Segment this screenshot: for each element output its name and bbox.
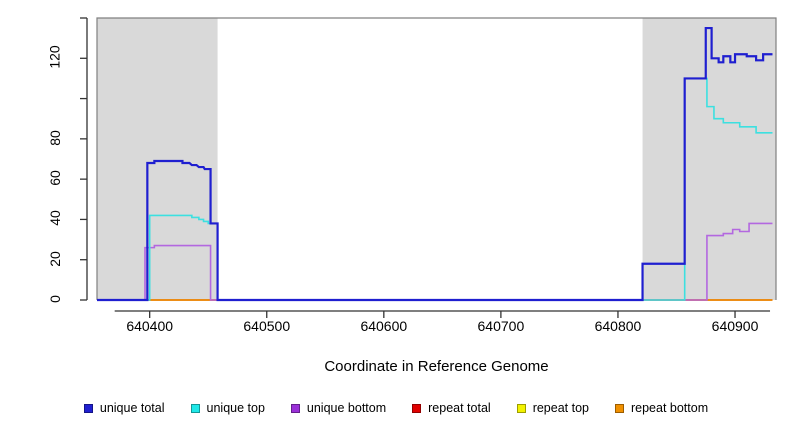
legend-item[interactable]: repeat top xyxy=(516,401,589,415)
legend-item[interactable]: unique bottom xyxy=(290,401,387,415)
legend-label: repeat top xyxy=(532,401,589,415)
repeat-region-left xyxy=(97,18,218,300)
repeat-region-right xyxy=(642,18,776,300)
y-tick-label: 40 xyxy=(46,210,63,227)
axes-group xyxy=(80,17,777,318)
legend-label: unique bottom xyxy=(306,401,387,415)
y-tick-label: 80 xyxy=(46,130,63,146)
x-tick-label: 640500 xyxy=(243,318,291,334)
x-tick-label: 640800 xyxy=(594,318,642,334)
y-tick-label: 20 xyxy=(46,250,63,267)
series-lines-group xyxy=(97,26,773,302)
y-tick-label: 0 xyxy=(46,295,63,303)
x-axis-title: Coordinate in Reference Genome xyxy=(324,358,549,375)
series-line-unique-total xyxy=(97,26,773,302)
legend-label: repeat bottom xyxy=(630,401,709,415)
series-line-unique-bottom xyxy=(97,222,773,301)
legend-label: unique top xyxy=(206,401,265,415)
legend-swatch-icon xyxy=(83,403,93,413)
legend-item[interactable]: unique top xyxy=(190,401,265,415)
y-axis-title-wrap: Read Coverage Depth xyxy=(0,30,172,56)
plot-box-outline xyxy=(96,17,777,300)
legend-label: unique total xyxy=(99,401,165,415)
x-tick-label: 640700 xyxy=(477,318,525,334)
x-tick-label: 640400 xyxy=(126,318,174,334)
shaded-regions-group xyxy=(97,18,776,300)
y-tick-label: 120 xyxy=(46,45,63,69)
legend-swatch-icon xyxy=(190,403,200,413)
legend-swatch-icon xyxy=(412,403,422,413)
y-tick-label: 60 xyxy=(46,170,63,186)
chart-legend: unique total unique top unique bottom repea… xyxy=(0,396,792,420)
x-tick-label: 640600 xyxy=(360,318,408,334)
legend-item[interactable]: repeat total xyxy=(412,401,491,415)
legend-item[interactable]: repeat bottom xyxy=(614,401,709,415)
legend-item[interactable]: unique total xyxy=(83,401,165,415)
legend-swatch-icon xyxy=(614,403,624,413)
x-tick-label: 640900 xyxy=(711,318,759,334)
legend-label: repeat total xyxy=(428,401,491,415)
legend-swatch-icon xyxy=(516,403,526,413)
legend-swatch-icon xyxy=(290,403,300,413)
